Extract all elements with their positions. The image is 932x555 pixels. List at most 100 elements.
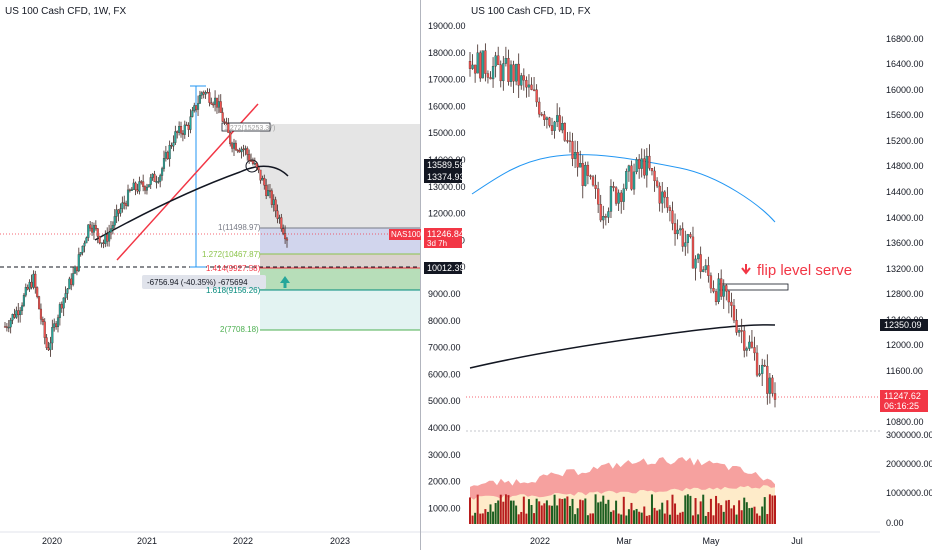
left-candle-body — [155, 181, 158, 183]
left-candle-body — [94, 225, 97, 229]
left-candle-body — [248, 154, 251, 161]
left-candle-body — [268, 190, 272, 192]
volume-bar — [494, 503, 497, 524]
right-candle-body — [591, 176, 595, 186]
volume-bar — [522, 496, 525, 524]
right-candle-body — [750, 341, 754, 348]
volume-bar — [533, 513, 536, 524]
volume-bar — [697, 514, 700, 524]
volume-bar — [681, 511, 684, 524]
last-price: 11247.62 — [884, 391, 921, 401]
right-candle-body — [612, 186, 615, 188]
volume-bar — [571, 498, 574, 524]
right-candle-body — [735, 320, 738, 333]
right-candle-body — [673, 223, 677, 235]
right-x-tick: May — [702, 536, 720, 546]
left-candle-body — [56, 317, 60, 328]
left-y-tick: 1000.00 — [428, 503, 461, 513]
right-candle-body — [635, 159, 638, 173]
volume-tick: 0.00 — [886, 518, 904, 528]
right-candle-body — [658, 185, 661, 204]
left-candle-body — [282, 228, 285, 234]
right-chart-title: US 100 Cash CFD, 1D, FX — [471, 6, 591, 17]
left-candle-body — [100, 242, 103, 244]
right-candle-body — [702, 269, 705, 272]
right-candle-body — [709, 275, 713, 289]
volume-bar — [702, 494, 705, 524]
left-y-tick: 8000.00 — [428, 316, 461, 326]
right-candle-body — [586, 164, 590, 176]
volume-bar — [699, 501, 702, 524]
left-candle-body — [270, 190, 273, 205]
left-candle-body — [229, 132, 232, 145]
left-candle-body — [15, 310, 18, 318]
right-candle-body — [573, 152, 577, 159]
left-candle-body — [183, 124, 186, 135]
right-candle-body — [712, 288, 715, 292]
volume-bar — [612, 510, 615, 524]
blue-moving-average — [471, 154, 776, 223]
right-y-tick: 14000.00 — [886, 213, 924, 223]
volume-bar — [615, 500, 618, 524]
left-x-axis[interactable]: 2020 2021 2022 2023 — [42, 536, 350, 546]
volume-bar — [720, 505, 723, 524]
volume-bar — [668, 514, 671, 524]
left-candle-body — [30, 281, 33, 288]
right-candle-body — [625, 171, 628, 189]
left-candle-body — [126, 189, 130, 206]
left-candle-body — [34, 273, 37, 288]
volume-axis[interactable]: 3000000.00 2000000.00 1000000.00 0.00 — [886, 430, 932, 528]
volume-bar — [499, 494, 502, 524]
volume-bar — [561, 499, 564, 524]
left-candle-body — [49, 342, 52, 351]
left-y-tick: 6000.00 — [428, 369, 461, 379]
left-candle-body — [238, 150, 241, 153]
right-x-axis[interactable]: 2022 Mar May Jul — [530, 536, 803, 546]
line-level-bg — [424, 262, 462, 274]
volume-bar — [671, 494, 674, 524]
fib-label-2: 2(7708.18) — [220, 325, 259, 334]
right-candle-body — [566, 140, 569, 142]
left-candle-body — [111, 225, 114, 229]
right-plot[interactable]: flip level serve — [466, 43, 880, 432]
left-candle-body — [19, 310, 22, 316]
volume-bar — [474, 512, 477, 524]
right-candle-body — [694, 258, 697, 269]
volume-bar — [633, 510, 636, 524]
right-candle-body — [725, 285, 728, 292]
measure-label-bg — [142, 275, 266, 289]
right-candle-body — [699, 254, 702, 272]
fib-zone-4 — [260, 290, 420, 330]
volume-bar — [645, 515, 648, 524]
volume-bar — [761, 506, 764, 524]
left-y-tick: 18000.00 — [428, 48, 466, 58]
right-y-axis[interactable]: 16800.00 16400.00 16000.00 15600.00 15200.00… — [886, 34, 924, 427]
right-candle-body — [773, 393, 777, 400]
left-candle-body — [138, 181, 141, 192]
left-candle-body — [62, 297, 65, 309]
right-candle-body — [530, 84, 533, 90]
ma-label-bg — [880, 319, 928, 331]
volume-tick: 1000000.00 — [886, 488, 932, 498]
top-fib-label: 1.272(15253.37) — [224, 125, 275, 132]
left-y-tick: 9000.00 — [428, 289, 461, 299]
left-candle-body — [102, 242, 105, 244]
left-candle-body — [214, 97, 217, 105]
left-candle-body — [109, 228, 113, 233]
right-candle-body — [602, 216, 605, 221]
left-candle-body — [157, 181, 160, 183]
right-candle-body — [525, 80, 528, 88]
volume-bar — [748, 508, 751, 524]
volume-bar — [579, 499, 582, 524]
left-candle-body — [249, 160, 253, 162]
right-y-tick: 10800.00 — [886, 417, 924, 427]
left-candle-body — [108, 231, 111, 242]
volume-bar — [704, 515, 707, 524]
price-tag-upper-1-bg — [424, 159, 462, 171]
volume-bar — [520, 511, 523, 524]
left-candle-body — [134, 182, 137, 191]
volume-bar — [727, 499, 730, 524]
left-candle-body — [51, 327, 54, 344]
left-candle-body — [234, 142, 237, 151]
